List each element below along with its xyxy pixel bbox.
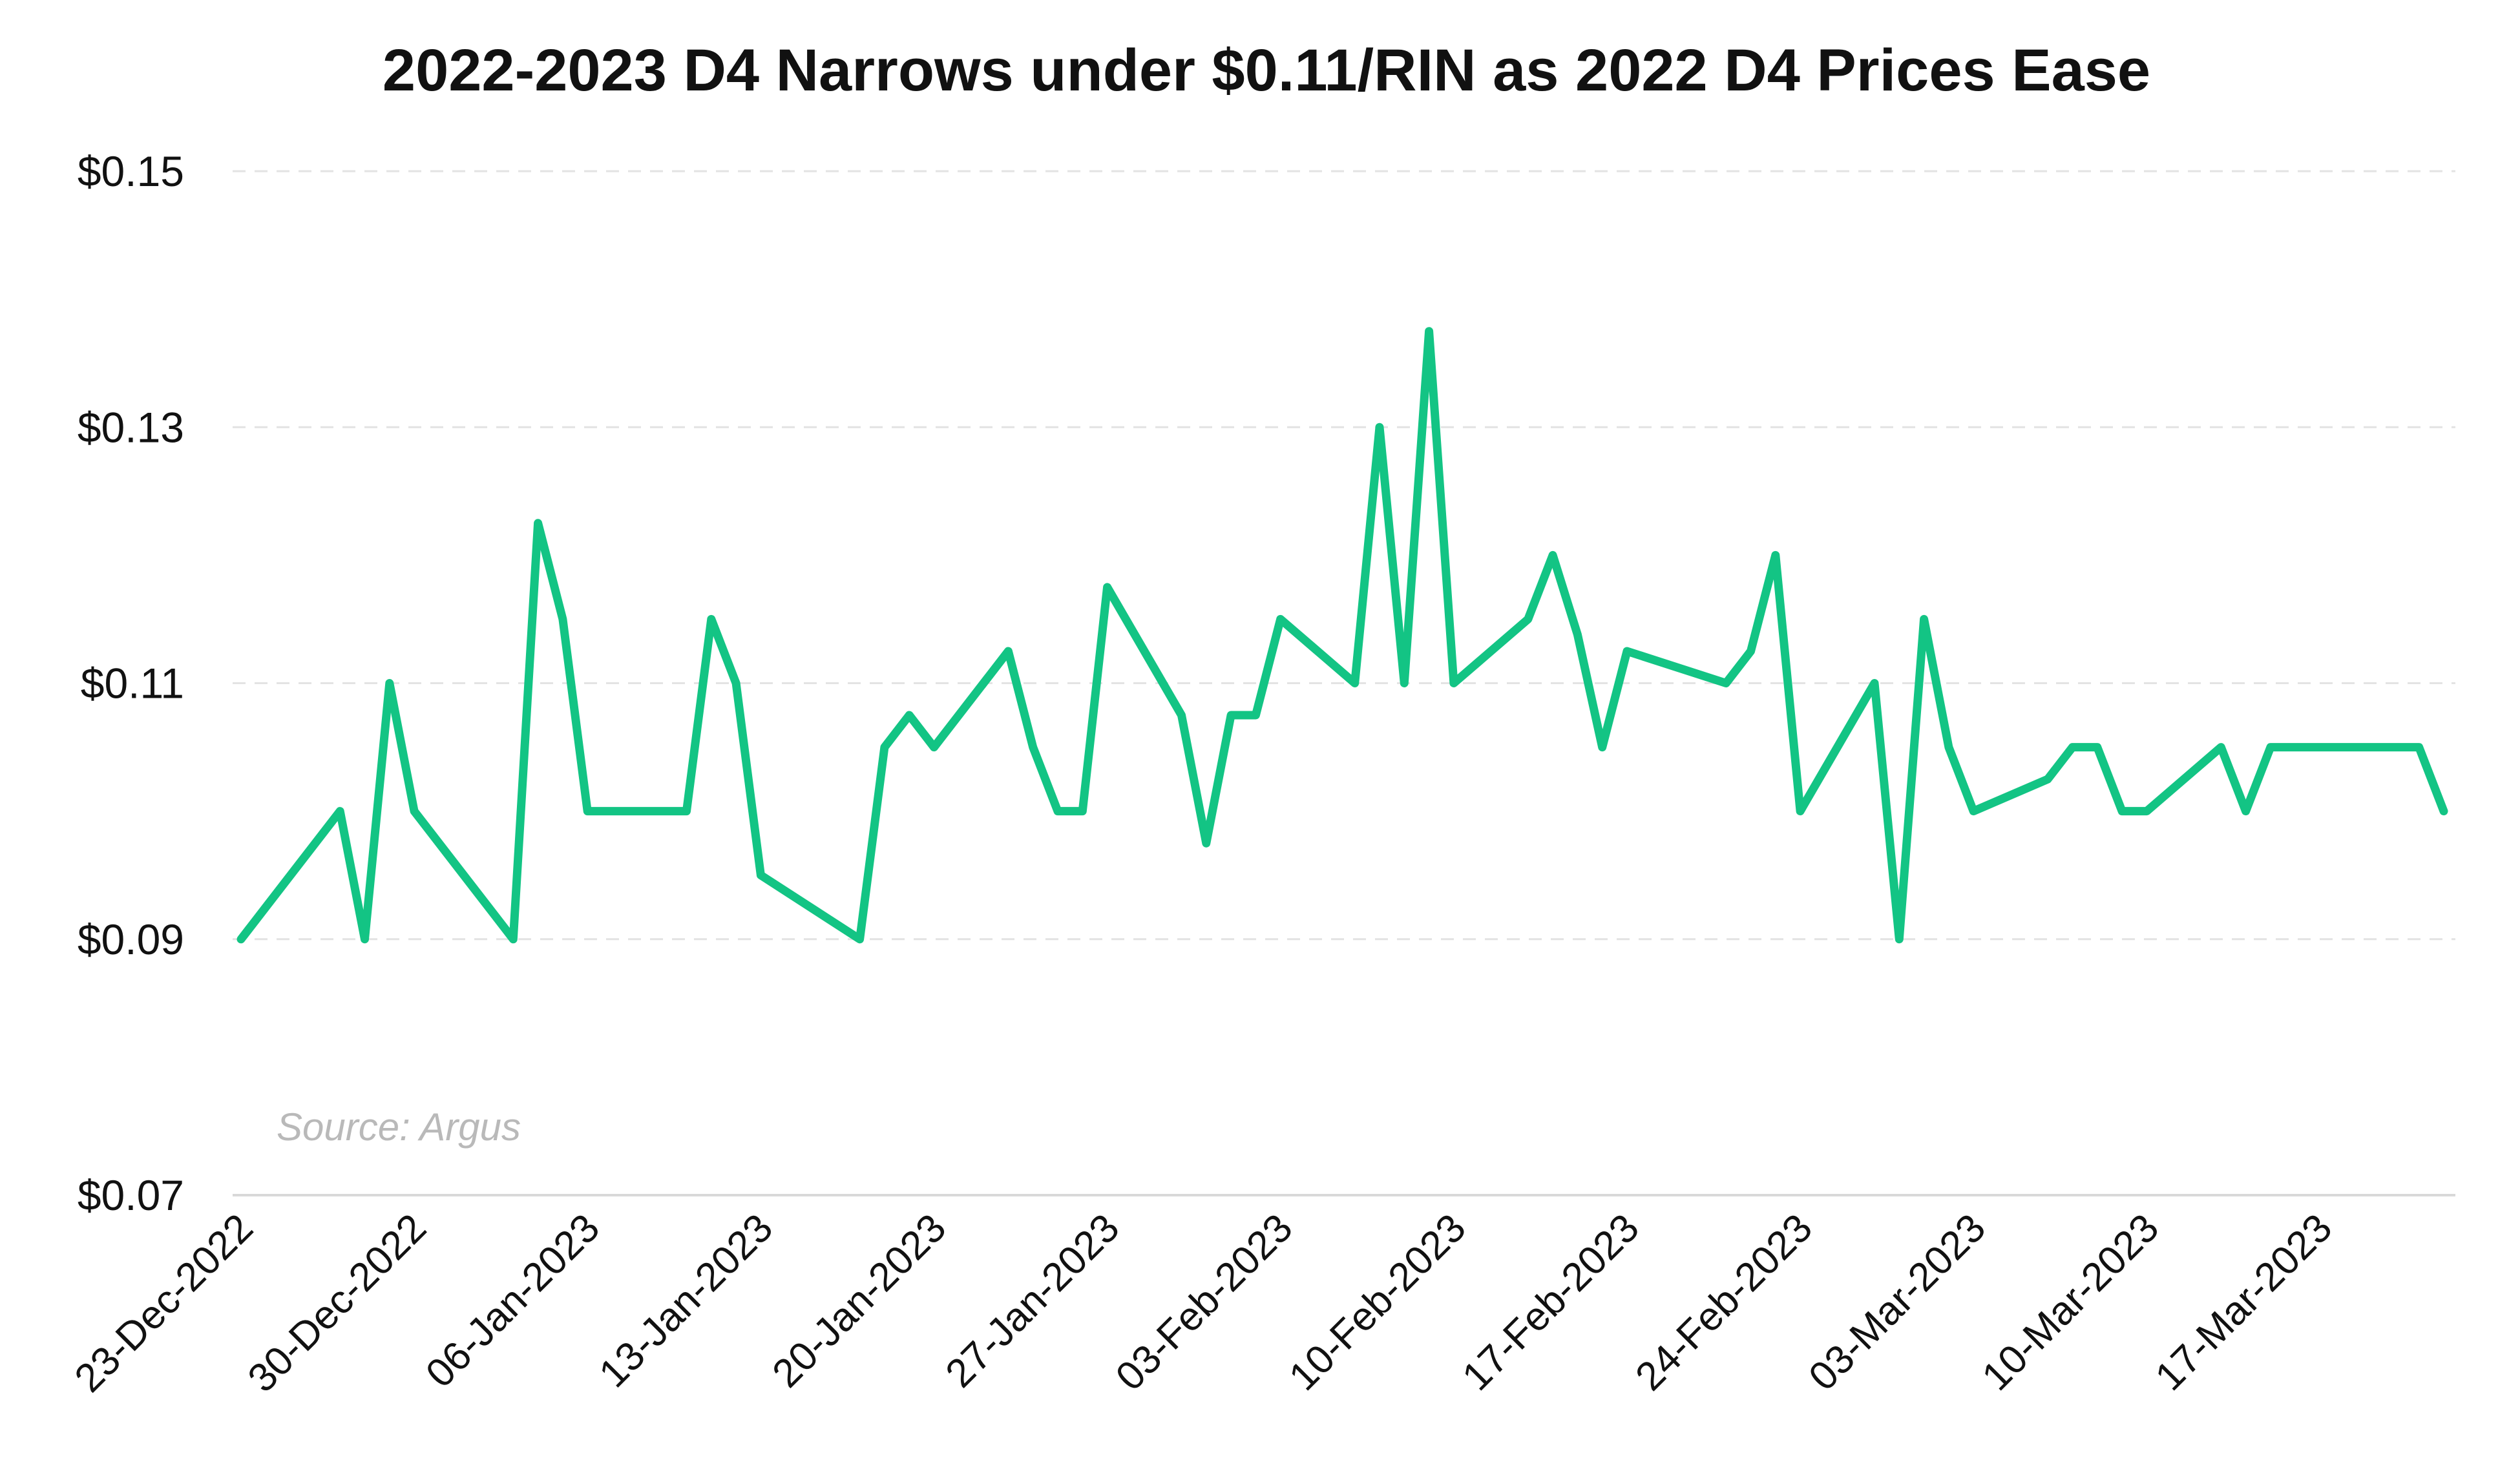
- x-tick-label: 03-Mar-2023: [1800, 1205, 1994, 1399]
- y-tick-label: $0.09: [78, 915, 184, 963]
- gridlines: [233, 170, 2455, 941]
- series-layer: [236, 327, 2448, 944]
- y-tick-label: $0.11: [81, 660, 184, 707]
- y-tick-label: $0.15: [78, 147, 184, 195]
- x-tick-label: 30-Dec-2022: [240, 1205, 435, 1401]
- x-tick-label: 20-Jan-2023: [764, 1205, 954, 1396]
- x-tick-label: 10-Feb-2023: [1281, 1205, 1475, 1399]
- x-tick-label: 17-Feb-2023: [1454, 1205, 1648, 1399]
- y-tick-label: $0.13: [78, 403, 184, 451]
- x-tick-label: 24-Feb-2023: [1627, 1205, 1821, 1399]
- series-line-0: [236, 327, 2448, 944]
- x-tick-label: 17-Mar-2023: [2147, 1205, 2341, 1399]
- x-tick-label: 27-Jan-2023: [938, 1205, 1128, 1396]
- chart-title: 2022-2023 D4 Narrows under $0.11/RIN as …: [383, 37, 2150, 103]
- source-annotation: Source: Argus: [277, 1105, 521, 1149]
- y-axis-ticks: $0.07 $0.09 $0.11 $0.13 $0.15: [78, 147, 184, 1219]
- x-tick-label: 23-Dec-2022: [67, 1205, 262, 1401]
- y-tick-label: $0.07: [78, 1171, 184, 1219]
- x-tick-label: 03-Feb-2023: [1108, 1205, 1301, 1399]
- x-tick-label: 10-Mar-2023: [1973, 1205, 2167, 1399]
- x-tick-label: 13-Jan-2023: [591, 1205, 781, 1396]
- x-tick-label: 06-Jan-2023: [417, 1205, 608, 1396]
- x-axis-ticks: 23-Dec-202230-Dec-202206-Jan-202313-Jan-…: [67, 1205, 2341, 1401]
